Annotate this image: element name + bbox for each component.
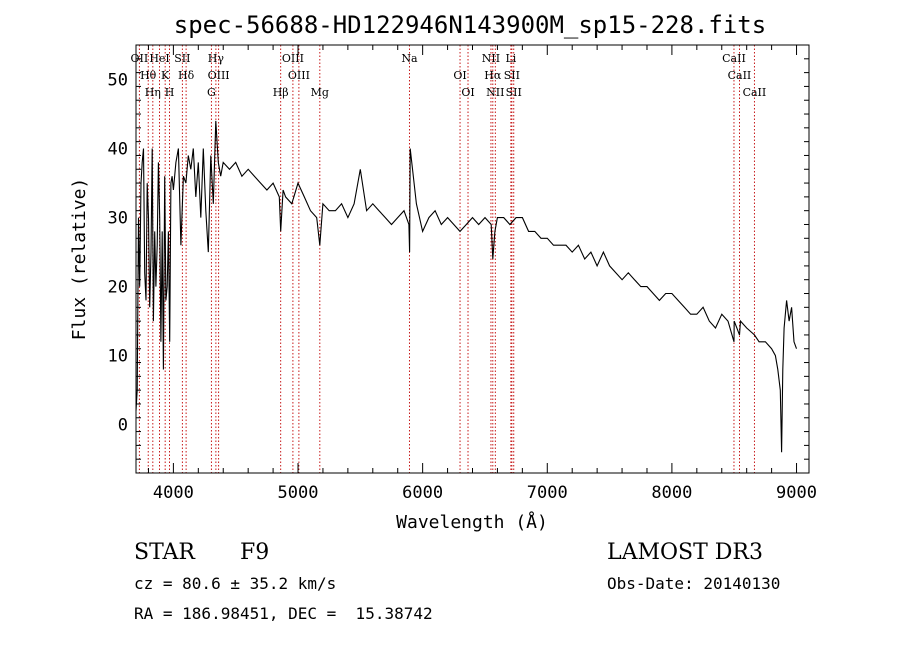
line-label: SII xyxy=(506,86,522,99)
y-tick-label: 10 xyxy=(108,347,128,367)
line-label: NII xyxy=(482,52,500,65)
line-label: OI xyxy=(453,69,466,82)
y-axis: 0 10 20 30 40 50 xyxy=(108,44,809,460)
survey-name: LAMOST DR3 xyxy=(607,540,763,565)
line-label: CaII xyxy=(743,86,767,99)
object-subclass: F9 xyxy=(240,540,270,565)
y-tick-label: 40 xyxy=(108,140,128,160)
x-tick-label: 5000 xyxy=(278,483,319,503)
line-label: Li xyxy=(505,52,516,65)
x-tick-label: 4000 xyxy=(153,483,194,503)
line-labels-layer: OIIHθHηHeIKHSIIHδGHγOIIIHβOIIIOIIIMgNaOI… xyxy=(131,52,767,99)
y-tick-label: 50 xyxy=(108,71,128,91)
line-label: HeI xyxy=(149,52,169,65)
line-label: OIII xyxy=(282,52,304,65)
line-label: OIII xyxy=(288,69,310,82)
emission-lines-layer xyxy=(138,45,755,473)
coordinates-text: RA = 186.98451, DEC = 15.38742 xyxy=(134,604,433,623)
x-tick-label: 8000 xyxy=(651,483,692,503)
y-tick-label: 0 xyxy=(118,416,128,436)
line-label: CaII xyxy=(722,52,746,65)
line-label: G xyxy=(207,86,216,99)
x-axis: 4000 5000 6000 7000 8000 9000 xyxy=(147,45,817,503)
y-tick-label: 30 xyxy=(108,209,128,229)
line-label: Hδ xyxy=(178,69,195,82)
line-label: Hα xyxy=(484,69,502,82)
y-axis-label: Flux (relative) xyxy=(69,178,90,341)
line-label: OIII xyxy=(208,69,230,82)
line-label: NII xyxy=(486,86,504,99)
obs-date-text: Obs-Date: 20140130 xyxy=(607,574,781,593)
x-tick-label: 6000 xyxy=(402,483,443,503)
line-label: OI xyxy=(461,86,474,99)
line-label: K xyxy=(161,69,170,82)
line-label: Hγ xyxy=(208,52,225,65)
y-tick-label: 20 xyxy=(108,278,128,298)
x-tick-label: 7000 xyxy=(527,483,568,503)
plot-frame xyxy=(135,44,810,474)
line-label: CaII xyxy=(728,69,752,82)
line-label: SII xyxy=(174,52,190,65)
spectrum-line xyxy=(135,120,798,453)
x-axis-label: Wavelength (Å) xyxy=(396,511,548,533)
line-label: Hβ xyxy=(273,86,289,99)
line-label: H xyxy=(165,86,175,99)
line-label: Na xyxy=(401,52,418,65)
x-tick-label: 9000 xyxy=(776,483,817,503)
line-label: SII xyxy=(504,69,520,82)
object-class: STAR xyxy=(134,540,195,565)
line-label: Hθ xyxy=(140,69,157,82)
redshift-text: cz = 80.6 ± 35.2 km/s xyxy=(134,574,337,593)
line-label: Hη xyxy=(145,86,161,99)
chart-title: spec-56688-HD122946N143900M_sp15-228.fit… xyxy=(174,11,766,39)
line-label: Mg xyxy=(311,86,329,99)
